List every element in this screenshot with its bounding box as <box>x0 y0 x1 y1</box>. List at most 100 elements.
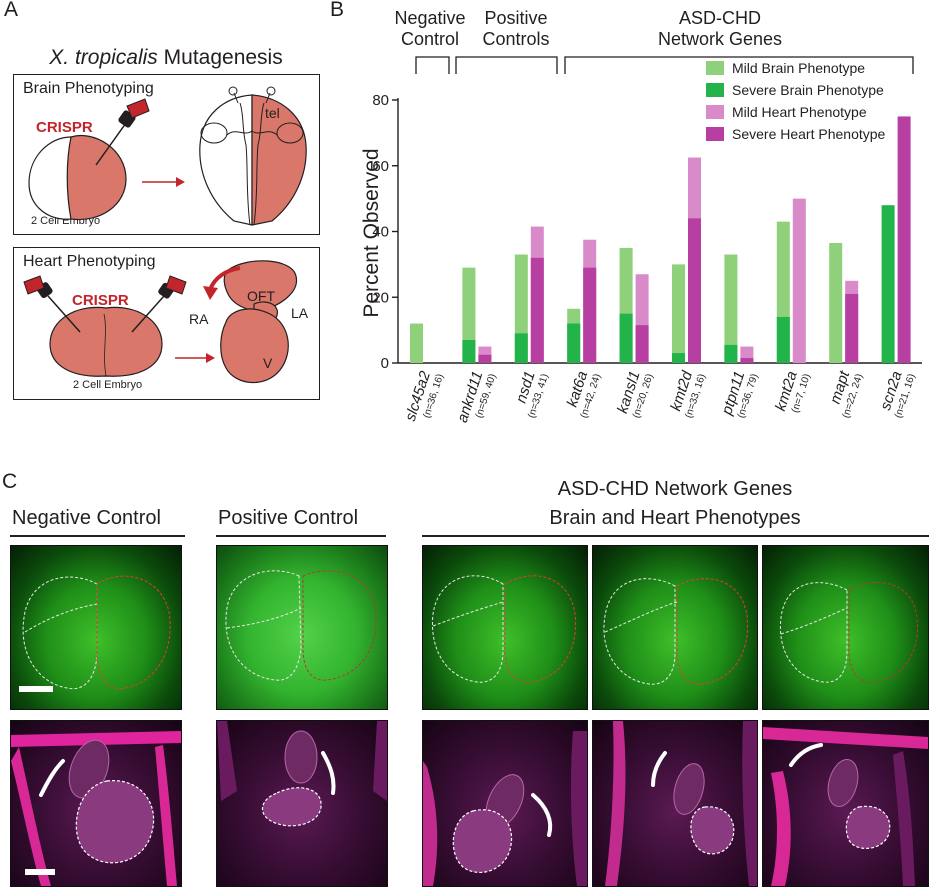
legend-item: Severe Heart Phenotype <box>706 123 906 145</box>
brain-overlay <box>431 575 577 683</box>
legend-swatch-mild-heart <box>706 105 724 119</box>
bar-severe-brain-kmt2a <box>776 316 790 363</box>
heart-image-positive-control <box>216 720 388 887</box>
title-rest: Mutagenesis <box>157 46 283 69</box>
brain-image-network-1 <box>422 545 588 710</box>
heart-phenotyping-box: Heart Phenotyping CRISPR 2 Cell Embryo O… <box>13 247 320 400</box>
heart-image-network-3 <box>762 720 929 887</box>
legend-swatch-severe-brain <box>706 83 724 97</box>
heart-overlay <box>11 731 181 886</box>
v-label: V <box>263 355 273 371</box>
positive-control-rule <box>216 535 386 537</box>
bar-severe-heart-ankrd11 <box>478 354 492 363</box>
panel-a-title: X. tropicalis Mutagenesis <box>18 46 314 70</box>
legend-item: Mild Heart Phenotype <box>706 101 906 123</box>
bar-severe-heart-scn2a <box>897 116 911 363</box>
legend-swatch-mild-brain <box>706 61 724 75</box>
y-tick-label: 20 <box>372 289 389 306</box>
brain-overlay <box>779 582 919 683</box>
brain-schematic <box>28 86 307 226</box>
bar-severe-heart-kmt2d <box>688 218 701 363</box>
group-negative-label: Negative Control <box>388 8 472 50</box>
heart-embryo-label: 2 Cell Embryo <box>73 379 143 391</box>
y-tick-label: 40 <box>372 224 389 241</box>
panel-b-letter: B <box>330 0 345 21</box>
bar-severe-heart-kansl1 <box>635 325 649 363</box>
heart-overlay <box>217 721 387 827</box>
brain-image-network-3 <box>762 545 929 710</box>
group-network-line2: Network Genes <box>657 29 783 49</box>
brain-overlay <box>225 570 377 681</box>
brain-crispr-label: CRISPR <box>36 119 93 136</box>
group-negative-line2: Control <box>400 29 460 49</box>
bar-severe-brain-ankrd11 <box>462 339 476 363</box>
legend-label: Severe Heart Phenotype <box>732 126 886 142</box>
bar-severe-heart-kat6a <box>583 267 597 363</box>
la-label: LA <box>291 305 309 321</box>
panel-c-letter: C <box>2 470 18 493</box>
brain-image-network-2 <box>592 545 758 710</box>
y-tick-label: 80 <box>372 92 389 109</box>
group-positive-label: Positive Controls <box>466 8 566 50</box>
brain-overlay <box>22 575 171 690</box>
bar-mild-brain-mapt <box>829 243 843 363</box>
negative-control-title: Negative Control <box>12 507 161 529</box>
bar-mild-brain-slc45a2 <box>410 323 423 363</box>
negative-control-rule <box>10 535 185 537</box>
heart-overlay <box>423 731 587 886</box>
bar-mild-heart-kmt2a <box>792 198 806 363</box>
heart-crispr-label: CRISPR <box>72 292 129 309</box>
y-tick-label: 60 <box>372 158 389 175</box>
bar-severe-heart-ptpn11 <box>740 358 754 363</box>
bar-severe-brain-scn2a <box>881 205 895 363</box>
tel-label: tel <box>265 105 280 121</box>
heart-box-title: Heart Phenotyping <box>23 253 156 270</box>
heart-overlay <box>763 727 928 886</box>
scale-bar <box>25 869 55 875</box>
heart-image-network-1 <box>422 720 588 887</box>
scale-bar <box>19 686 53 692</box>
bar-severe-brain-kat6a <box>567 323 581 363</box>
oft-label: OFT <box>247 288 275 304</box>
network-title-2: Brain and Heart Phenotypes <box>549 507 801 529</box>
bar-severe-brain-ptpn11 <box>724 344 738 363</box>
bar-severe-brain-kmt2d <box>672 353 685 363</box>
group-brackets <box>415 56 914 74</box>
group-negative-line1: Negative <box>394 8 466 28</box>
brain-image-negative-control <box>10 545 182 710</box>
legend-swatch-severe-heart <box>706 127 724 141</box>
bar-mild-brain-ankrd11 <box>462 267 476 363</box>
bar-severe-brain-kansl1 <box>619 313 633 363</box>
legend-item: Severe Brain Phenotype <box>706 79 906 101</box>
bar-mild-brain-ptpn11 <box>724 254 738 363</box>
heart-image-negative-control <box>10 720 182 887</box>
legend-label: Mild Brain Phenotype <box>732 60 866 76</box>
positive-control-title: Positive Control <box>218 507 359 529</box>
y-tick-label: 0 <box>381 355 389 372</box>
species-name: X. tropicalis <box>49 46 158 69</box>
group-positive-line1: Positive <box>484 8 548 28</box>
group-positive-line2: Controls <box>482 29 550 49</box>
brain-image-positive-control <box>216 545 388 710</box>
ra-label: RA <box>189 311 209 327</box>
network-title-1: ASD-CHD Network Genes <box>557 478 793 500</box>
heart-overlay <box>605 721 757 886</box>
heart-image-network-2 <box>592 720 758 887</box>
panel-a-letter: A <box>4 0 19 21</box>
bar-severe-heart-nsd1 <box>530 257 544 363</box>
heart-schematic <box>23 260 298 384</box>
group-network-label: ASD-CHD Network Genes <box>600 8 840 50</box>
brain-overlay <box>603 578 749 685</box>
brain-box-title: Brain Phenotyping <box>23 80 154 97</box>
legend-item: Mild Brain Phenotype <box>706 57 906 79</box>
group-network-line1: ASD-CHD <box>678 8 761 28</box>
bar-mild-brain-kmt2d <box>672 264 685 363</box>
bar-severe-heart-mapt <box>845 293 859 363</box>
legend-label: Severe Brain Phenotype <box>732 82 884 98</box>
network-rule <box>422 535 929 537</box>
chart-legend: Mild Brain Phenotype Severe Brain Phenot… <box>706 57 906 145</box>
bar-severe-brain-nsd1 <box>514 333 528 363</box>
brain-phenotyping-box: Brain Phenotyping CRISPR 2 Cell Embryo t… <box>13 74 320 235</box>
legend-label: Mild Heart Phenotype <box>732 104 867 120</box>
